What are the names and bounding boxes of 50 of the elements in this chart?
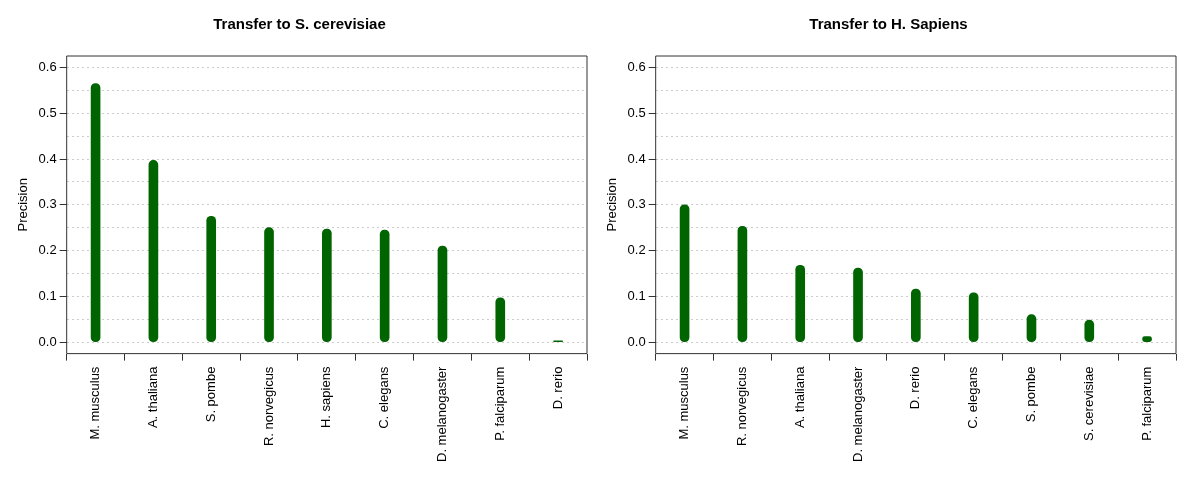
x-tick-label: S. pombe: [1023, 366, 1039, 423]
x-tick-label: P. falciparum: [491, 366, 507, 441]
x-tick-label: M. musculus: [676, 366, 692, 440]
x-tick-label: D. melanogaster: [849, 365, 865, 463]
y-tick-label: 0.3: [627, 196, 646, 212]
x-tick-label: A. thaliana: [144, 365, 160, 429]
x-tick-label: R. norvegicus: [260, 366, 276, 447]
y-tick-label: 0.5: [627, 104, 646, 120]
y-tick-label: 0.1: [627, 287, 646, 303]
y-tick-label: 0.0: [627, 333, 646, 349]
bar: [679, 204, 690, 342]
chart-title: Transfer to S. cerevisiae: [213, 15, 386, 33]
bar: [737, 226, 748, 342]
bar: [437, 245, 448, 342]
x-tick-label: P. falciparum: [1138, 366, 1154, 441]
bar: [853, 267, 863, 342]
bar: [968, 292, 979, 342]
y-tick-label: 0.1: [38, 287, 57, 303]
y-tick-label: 0.2: [627, 242, 646, 258]
y-tick-label: 0.3: [38, 196, 57, 212]
x-tick-label: D. rerio: [549, 366, 565, 410]
bar: [495, 297, 506, 342]
x-tick-label: A. thaliana: [791, 365, 807, 429]
y-tick-label: 0.2: [38, 242, 57, 258]
y-tick-label: 0.6: [38, 59, 57, 75]
bar: [379, 229, 390, 342]
y-tick-label: 0.0: [38, 333, 57, 349]
chart-title: Transfer to H. Sapiens: [809, 15, 968, 33]
bar: [795, 264, 806, 342]
y-axis-title: Precision: [15, 178, 31, 232]
x-tick-label: M. musculus: [87, 366, 103, 440]
x-tick-label: R. norvegicus: [733, 366, 749, 447]
bar: [90, 83, 101, 342]
bar: [206, 215, 217, 342]
y-tick-label: 0.6: [627, 59, 646, 75]
bar: [264, 227, 274, 342]
x-tick-label: D. rerio: [907, 366, 923, 410]
x-tick-label: H. sapiens: [318, 366, 334, 429]
bar: [148, 160, 159, 342]
x-tick-label: S. pombe: [202, 366, 218, 423]
y-tick-label: 0.4: [627, 150, 646, 166]
x-tick-label: C. elegans: [965, 366, 981, 429]
x-tick-label: D. melanogaster: [434, 365, 450, 463]
y-axis-title: Precision: [604, 178, 620, 232]
bar: [911, 288, 921, 342]
x-tick-label: C. elegans: [376, 366, 392, 429]
y-tick-label: 0.4: [38, 150, 57, 166]
x-tick-label: S. cerevisiae: [1080, 366, 1096, 442]
bar: [322, 228, 332, 342]
y-tick-label: 0.5: [38, 104, 57, 120]
